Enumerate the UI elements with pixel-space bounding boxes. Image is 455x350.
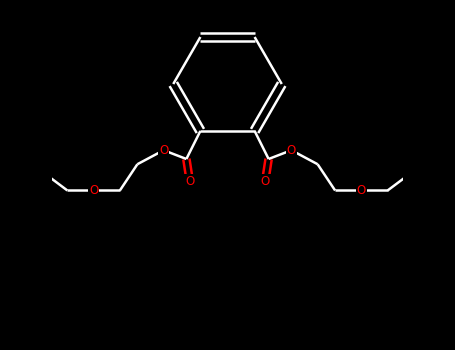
Text: O: O [357, 184, 366, 197]
Text: O: O [261, 175, 270, 188]
Text: O: O [185, 175, 194, 188]
Text: O: O [89, 184, 98, 197]
Text: O: O [159, 144, 168, 157]
Text: O: O [287, 144, 296, 157]
